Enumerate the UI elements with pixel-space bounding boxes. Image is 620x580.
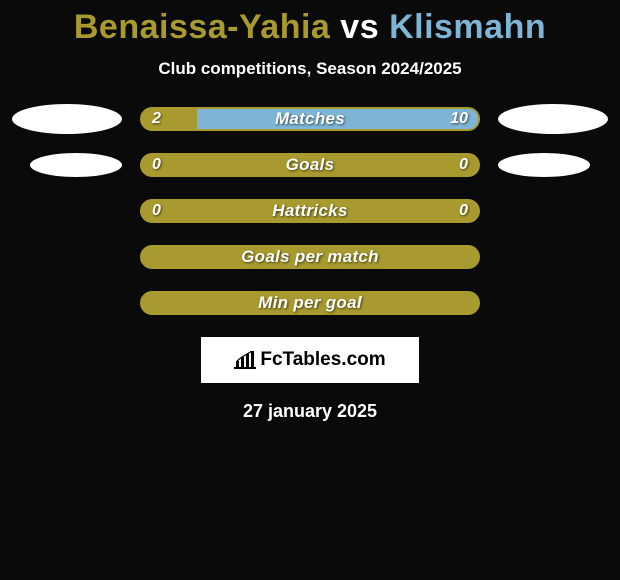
- player-oval-left: [12, 104, 122, 134]
- stat-row: 00Hattricks: [0, 199, 620, 223]
- stat-bar: 00Hattricks: [140, 199, 480, 223]
- logo: FcTables.com: [234, 349, 385, 371]
- player-oval-left: [30, 153, 122, 177]
- stat-bar: Min per goal: [140, 291, 480, 315]
- stat-row: 00Goals: [0, 153, 620, 177]
- stat-bar: 210Matches: [140, 107, 480, 131]
- stat-label: Hattricks: [140, 199, 480, 223]
- stat-row: Min per goal: [0, 291, 620, 315]
- stat-bar: Goals per match: [140, 245, 480, 269]
- subtitle: Club competitions, Season 2024/2025: [0, 59, 620, 79]
- page-title: Benaissa-Yahia vs Klismahn: [0, 8, 620, 47]
- player-oval-right: [498, 153, 590, 177]
- date-label: 27 january 2025: [0, 401, 620, 422]
- comparison-infographic: Benaissa-Yahia vs Klismahn Club competit…: [0, 0, 620, 422]
- stat-label: Goals per match: [140, 245, 480, 269]
- stat-row: 210Matches: [0, 107, 620, 131]
- title-player1: Benaissa-Yahia: [74, 8, 330, 46]
- logo-text: FcTables.com: [260, 349, 385, 371]
- stat-rows: 210Matches 00Goals 00Hattricks Goals per ma…: [0, 107, 620, 315]
- title-player2: Klismahn: [389, 8, 546, 46]
- stat-label: Min per goal: [140, 291, 480, 315]
- stat-bar: 00Goals: [140, 153, 480, 177]
- bar-chart-icon: [234, 351, 256, 369]
- stat-label: Matches: [140, 107, 480, 131]
- stat-label: Goals: [140, 153, 480, 177]
- logo-box: FcTables.com: [201, 337, 419, 383]
- player-oval-right: [498, 104, 608, 134]
- stat-row: Goals per match: [0, 245, 620, 269]
- title-vs: vs: [340, 8, 379, 46]
